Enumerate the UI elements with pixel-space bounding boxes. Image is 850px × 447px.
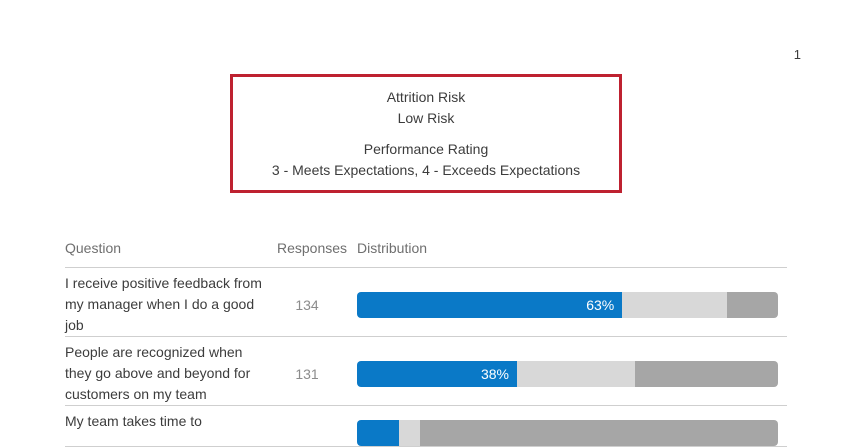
table-header-row: Question Responses Distribution	[65, 240, 787, 268]
bar-segment-unfavorable	[420, 420, 778, 446]
bar-segment-unfavorable	[634, 360, 778, 387]
performance-rating-label: Performance Rating	[363, 140, 489, 157]
performance-rating-value: 3 - Meets Expectations, 4 - Exceeds Expe…	[271, 161, 581, 178]
attrition-risk-value: Low Risk	[397, 109, 455, 126]
distribution-bar	[357, 420, 778, 446]
distribution-cell: 63%	[357, 291, 778, 318]
attrition-risk-group: Attrition Risk Low Risk	[387, 87, 466, 129]
attrition-risk-label: Attrition Risk	[386, 88, 466, 105]
bar-segment-neutral	[399, 420, 421, 446]
distribution-cell: 38%	[357, 360, 778, 387]
column-header-responses: Responses	[277, 240, 348, 256]
bar-segment-unfavorable	[727, 291, 778, 318]
column-header-distribution: Distribution	[357, 240, 428, 256]
summary-callout-box: Attrition Risk Low Risk Performance Rati…	[230, 74, 622, 193]
question-text: People are recognized when they go above…	[65, 344, 251, 402]
table-row: I receive positive feedback from my mana…	[65, 268, 787, 337]
table-row: People are recognized when they go above…	[65, 337, 787, 406]
bar-segment-favorable	[357, 420, 400, 446]
question-text: My team takes time to	[65, 413, 202, 429]
bar-segment-favorable: 38%	[357, 360, 517, 387]
page-number: 1	[793, 47, 801, 62]
distribution-cell	[357, 411, 778, 446]
performance-rating-group: Performance Rating 3 - Meets Expectation…	[272, 139, 580, 181]
bar-segment-favorable: 63%	[357, 291, 623, 318]
distribution-bar: 38%	[357, 360, 778, 387]
bar-segment-neutral	[622, 291, 728, 318]
question-text: I receive positive feedback from my mana…	[65, 275, 262, 333]
responses-count: 131	[295, 365, 319, 382]
responses-count: 134	[295, 296, 319, 313]
bar-segment-neutral	[516, 360, 635, 387]
distribution-bar: 63%	[357, 291, 778, 318]
table-row: My team takes time to	[65, 406, 787, 447]
column-header-question: Question	[65, 240, 122, 256]
survey-results-table: Question Responses Distribution I receiv…	[65, 240, 787, 447]
